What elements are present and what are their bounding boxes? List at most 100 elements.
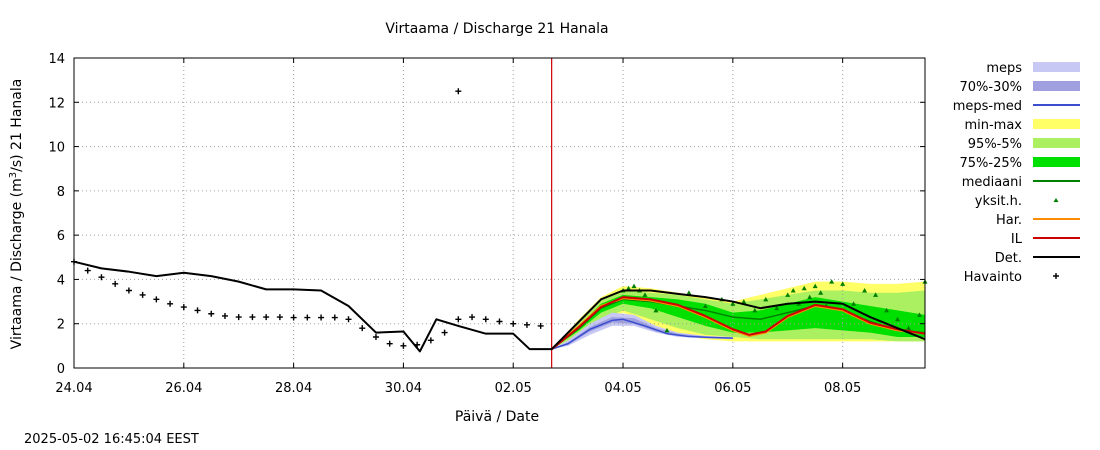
- observation-point: [427, 337, 434, 344]
- chart-title: Virtaama / Discharge 21 Hanala: [385, 21, 608, 37]
- observation-point: [318, 314, 325, 321]
- scenario-point: [884, 307, 890, 313]
- series-line-det: [73, 260, 926, 353]
- scenario-point: [631, 283, 637, 289]
- timestamp: 2025-05-02 16:45:04 EEST: [24, 432, 199, 447]
- legend-label: 75%-25%: [960, 156, 1022, 171]
- observation-point: [84, 267, 91, 274]
- scenario-point: [895, 316, 901, 322]
- legend: meps 70%-30% meps-med min-max 95%-5% 75%-25% m…: [953, 61, 1080, 285]
- scenario-point: [873, 292, 879, 297]
- observation-point: [276, 314, 283, 321]
- scenario-point: [851, 301, 857, 306]
- legend-label: meps-med: [953, 99, 1022, 114]
- observation-point: [414, 341, 421, 348]
- scenario-point: [626, 285, 632, 291]
- observation-point: [455, 316, 462, 323]
- scenario-point: [664, 327, 670, 333]
- observation-point: [235, 314, 242, 321]
- plot-frame: [73, 57, 926, 369]
- legend-swatch-p955: [1033, 138, 1080, 148]
- y-tick-label: 8: [57, 185, 65, 200]
- scenario-point: [763, 296, 769, 302]
- observation-point: [386, 340, 393, 347]
- legend-label: Har.: [996, 213, 1022, 228]
- observation-point: [98, 274, 105, 281]
- y-tick-label: 10: [48, 141, 65, 156]
- observation-point: [304, 314, 311, 321]
- scenario-point: [702, 303, 708, 308]
- observation-point: [345, 316, 352, 323]
- band-p7030: [551, 317, 733, 350]
- scenario-point: [642, 292, 648, 297]
- observation-point: [221, 312, 228, 319]
- observation-point: [153, 296, 160, 303]
- observation-point: [290, 314, 297, 321]
- legend-swatch-p7525: [1033, 157, 1080, 167]
- y-tick-label: 0: [57, 362, 65, 377]
- scenario-point: [801, 285, 807, 291]
- observation-point: [400, 342, 407, 349]
- y-tick-label: 12: [48, 96, 65, 111]
- observation-point: [441, 329, 448, 336]
- y-tick-label: 4: [57, 273, 65, 288]
- legend-label: mediaani: [962, 175, 1022, 190]
- scenario-point: [653, 307, 659, 313]
- legend-swatch-yksit: [1053, 198, 1059, 202]
- legend-label: Det.: [995, 251, 1022, 266]
- y-tick-label: 2: [57, 318, 65, 333]
- plot-area: 0 2 4 6 8 10 12 14 24.04 26.04 28.04 30.04 02.05 04.0…: [48, 52, 928, 396]
- band-meps: [551, 312, 733, 350]
- observation-point: [167, 300, 174, 307]
- x-tick-label: 28.04: [275, 381, 312, 396]
- legend-label: 95%-5%: [968, 137, 1022, 152]
- series-line-meps_med: [551, 318, 733, 350]
- scenario-point: [829, 279, 835, 284]
- x-tick-label: 30.04: [385, 381, 422, 396]
- scenario-point: [741, 299, 747, 304]
- legend-label: Havainto: [964, 270, 1022, 285]
- scenario-point: [686, 290, 692, 295]
- y-tick-label: 14: [48, 52, 65, 67]
- observation-point: [372, 334, 379, 340]
- observation-point: [180, 304, 187, 311]
- observation-point: [469, 314, 476, 321]
- x-tick-label: 26.04: [165, 381, 202, 396]
- legend-label: meps: [986, 61, 1022, 76]
- legend-swatch-p7030: [1033, 81, 1080, 91]
- scenario-point: [785, 292, 791, 297]
- y-axis-label: Virtaama / Discharge (m3/s) 21 Hanala: [8, 79, 26, 350]
- observation-point: [249, 314, 256, 321]
- scenario-point: [774, 305, 780, 311]
- observation-point: [125, 287, 132, 294]
- x-tick-label: 24.04: [55, 381, 92, 396]
- observation-point: [482, 316, 489, 323]
- observation-point: [208, 310, 215, 317]
- scenario-point: [818, 290, 824, 295]
- y-tick-label: 6: [57, 229, 65, 244]
- legend-label: yksit.h.: [975, 194, 1022, 209]
- x-tick-label: 06.05: [714, 381, 751, 396]
- observation-point: [537, 322, 544, 329]
- observation-point: [455, 88, 462, 95]
- legend-swatch-meps: [1033, 62, 1080, 72]
- observation-point: [359, 325, 366, 332]
- legend-label: min-max: [964, 118, 1022, 133]
- observation-point: [331, 314, 338, 321]
- scenario-point: [752, 307, 758, 313]
- observation-point: [510, 320, 517, 327]
- observation-point: [194, 307, 201, 314]
- scenario-point: [790, 288, 796, 293]
- x-tick-label: 08.05: [824, 381, 861, 396]
- scenario-point: [807, 294, 813, 300]
- scenario-point: [862, 288, 868, 293]
- observation-point: [139, 291, 146, 298]
- scenario-point: [917, 312, 923, 317]
- observation-point: [496, 318, 503, 325]
- observation-point: [263, 314, 270, 321]
- series-line-il: [551, 296, 926, 350]
- scenario-point: [730, 301, 736, 306]
- legend-swatch-havainto: [1053, 273, 1059, 279]
- scenario-point: [906, 325, 912, 331]
